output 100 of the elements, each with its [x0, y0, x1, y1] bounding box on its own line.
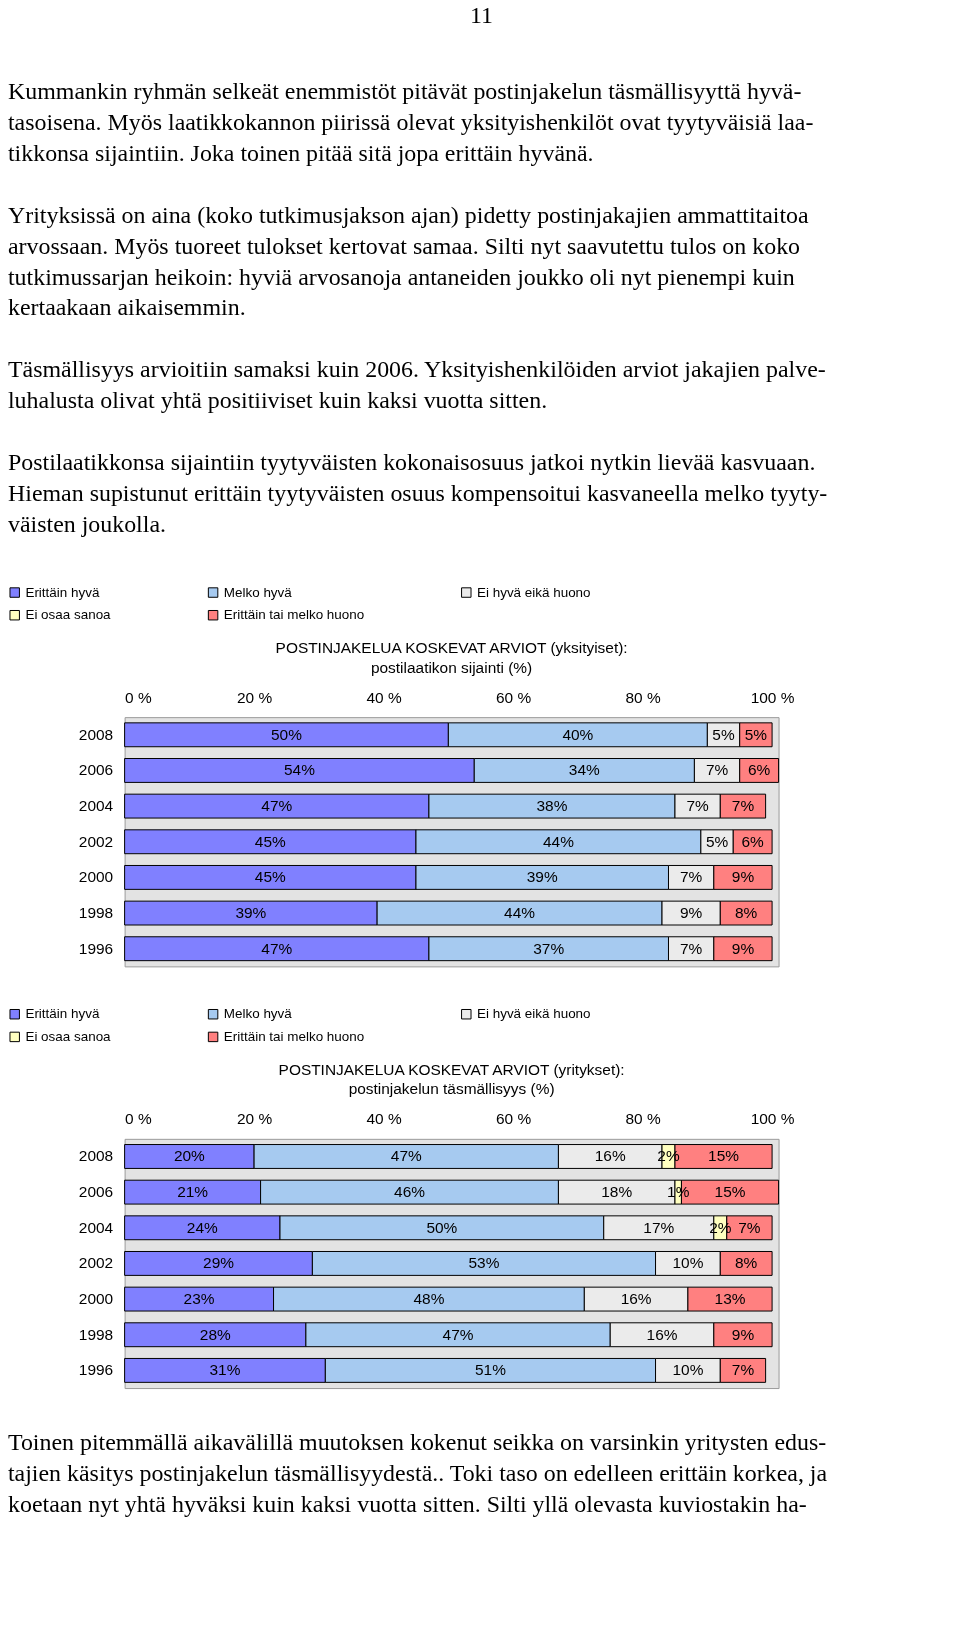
data-label: 45% — [254, 868, 287, 886]
x-tick-label: 20 % — [237, 688, 273, 706]
x-tick-label: 80 % — [625, 688, 661, 706]
legend-label: Erittäin tai melko huono — [223, 607, 365, 623]
y-tick-label: 2002 — [78, 832, 114, 850]
data-label: 17% — [643, 1218, 675, 1236]
text: 11 — [469, 2, 494, 29]
text: Postilaatikkonsa sijaintiin tyytyväisten kokonaisosuus jatkoi nytkin lievää kasvuaan. Hieman supistunut erittäin tyytyväisten osuus kompensoitui kasvaneella melko tyyty- väisten joukolla. — [7, 448, 828, 537]
data-label: 7% — [680, 868, 703, 886]
x-tick-label: 0 % — [125, 688, 152, 706]
data-label: 9% — [731, 939, 755, 957]
data-label: 40% — [562, 725, 594, 743]
data-label: 15% — [708, 1147, 740, 1165]
legend-label: Ei hyvä eikä huono — [477, 1006, 591, 1022]
data-label: 7% — [731, 1361, 755, 1379]
x-tick-label: 0 % — [125, 1110, 152, 1128]
data-label: 9% — [731, 868, 755, 886]
x-tick-label: 60 % — [496, 1110, 532, 1128]
x-tick-label: 100 % — [750, 1110, 795, 1128]
chart-title: POSTINJAKELUA KOSKEVAT ARVIOT (yksityiset): — [275, 639, 628, 657]
data-label: 15% — [714, 1183, 746, 1201]
data-label: 7% — [680, 939, 703, 957]
y-tick-label: 2006 — [78, 1183, 114, 1201]
text: Toinen pitemmällä aikavälillä muutoksen kokenut seikka on varsinkin yritysten edus- tajien käsitys postinjakelun täsmällisyydestä.. Toki taso on edelleen erittäin korkea, ja koetaan nyt yhtä hyväksi kuin kaksi vuotta sitten. Silti yllä olevasta kuviostakin ha- — [7, 1428, 828, 1517]
data-label: 6% — [747, 761, 771, 779]
legend-label: Erittäin hyvä — [25, 584, 100, 600]
data-label: 13% — [714, 1290, 746, 1308]
legend-label: Ei hyvä eikä huono — [477, 584, 591, 600]
data-label: 47% — [261, 797, 293, 815]
data-label: 54% — [283, 761, 316, 779]
y-tick-label: 1998 — [78, 1325, 114, 1343]
data-label: 9% — [680, 904, 703, 922]
x-tick-label: 60 % — [496, 688, 532, 706]
data-label: 44% — [542, 832, 575, 850]
data-label: 34% — [568, 761, 601, 779]
data-label: 7% — [686, 797, 710, 815]
legend-label: Ei osaa sanoa — [25, 1028, 112, 1044]
y-tick-label: 2000 — [78, 1290, 114, 1308]
text: Kummankin ryhmän selkeät enemmistöt pitävät postinjakelun täsmällisyyttä hyvä- tasoisena. Myös laatikkokannon piirissä olevat yksityishenkilöt ovat tyytyväisiä laa- tikkonsa sijaintiin. Joka toinen pitää sitä jopa erittäin hyvänä. — [7, 78, 814, 166]
data-label: 9% — [731, 1325, 755, 1343]
x-tick-label: 80 % — [625, 1110, 661, 1128]
x-tick-label: 20 % — [237, 1110, 273, 1128]
y-tick-label: 1998 — [78, 904, 114, 922]
data-label: 47% — [390, 1147, 422, 1165]
data-label: 7% — [738, 1218, 761, 1236]
legend-label: Ei osaa sanoa — [25, 607, 112, 623]
data-label: 46% — [394, 1183, 426, 1201]
data-label: 10% — [672, 1361, 704, 1379]
data-label: 5% — [712, 725, 735, 743]
data-label: 8% — [735, 1254, 758, 1272]
data-label: 44% — [504, 904, 536, 922]
data-label: 39% — [526, 868, 558, 886]
data-label: 5% — [705, 832, 729, 850]
data-label: 5% — [744, 725, 768, 743]
data-label: 23% — [183, 1290, 215, 1308]
data-label: 38% — [536, 797, 568, 815]
y-tick-label: 2008 — [78, 725, 114, 743]
y-tick-label: 2000 — [78, 868, 114, 886]
legend-label: Erittäin tai melko huono — [223, 1028, 365, 1044]
data-label: 51% — [474, 1361, 507, 1379]
data-label: 8% — [735, 904, 758, 922]
y-tick-label: 1996 — [78, 939, 114, 957]
chart-title: POSTINJAKELUA KOSKEVAT ARVIOT (yritykset): — [278, 1061, 625, 1079]
data-label: 16% — [594, 1147, 626, 1165]
data-label: 37% — [533, 939, 565, 957]
y-tick-label: 2008 — [78, 1147, 114, 1165]
x-tick-label: 40 % — [366, 688, 402, 706]
chart-subtitle: postinjakelun täsmällisyys (%) — [348, 1080, 555, 1098]
y-tick-label: 1996 — [78, 1361, 114, 1379]
data-label: 50% — [271, 725, 303, 743]
x-tick-label: 40 % — [366, 1110, 402, 1128]
data-label: 7% — [731, 797, 755, 815]
data-label: 10% — [672, 1254, 704, 1272]
legend-label: Erittäin hyvä — [25, 1006, 100, 1022]
data-label: 45% — [254, 832, 287, 850]
text: Yrityksissä on aina (koko tutkimusjakson ajan) pidetty postinjakajien ammattitaitoa arvossaan. Myös tuoreet tulokset kertovat samaa. Silti nyt saavutettu tulos on koko tutkimussarjan heikoin: hyviä arvosanoja antaneiden joukko oli nyt pienempi kuin kertaakaan aikaisemmin. — [7, 201, 810, 321]
data-label: 16% — [620, 1290, 652, 1308]
data-label: 39% — [235, 904, 267, 922]
legend-label: Melko hyvä — [223, 1006, 293, 1022]
data-label: 7% — [705, 761, 729, 779]
data-label: 21% — [177, 1183, 209, 1201]
legend-label: Melko hyvä — [223, 584, 293, 600]
text: Täsmällisyys arvioitiin samaksi kuin 2006. Yksityishenkilöiden arviot jakajien palve- luhalusta olivat yhtä positiiviset kuin kaksi vuotta sitten. — [7, 356, 826, 414]
y-tick-label: 2004 — [78, 1218, 114, 1236]
data-label: 31% — [209, 1361, 241, 1379]
data-label: 6% — [741, 832, 765, 850]
y-tick-label: 2002 — [78, 1254, 114, 1272]
data-label: 29% — [203, 1254, 235, 1272]
data-label: 47% — [442, 1325, 474, 1343]
x-tick-label: 100 % — [750, 688, 795, 706]
data-label: 47% — [261, 939, 293, 957]
data-label: 48% — [413, 1290, 445, 1308]
chart-subtitle: postilaatikon sijainti (%) — [370, 658, 533, 676]
data-label: 24% — [186, 1218, 219, 1236]
data-label: 28% — [199, 1325, 231, 1343]
data-label: 20% — [173, 1147, 206, 1165]
data-label: 50% — [426, 1218, 458, 1236]
y-tick-label: 2006 — [78, 761, 114, 779]
data-label: 16% — [646, 1325, 678, 1343]
y-tick-label: 2004 — [78, 797, 114, 815]
